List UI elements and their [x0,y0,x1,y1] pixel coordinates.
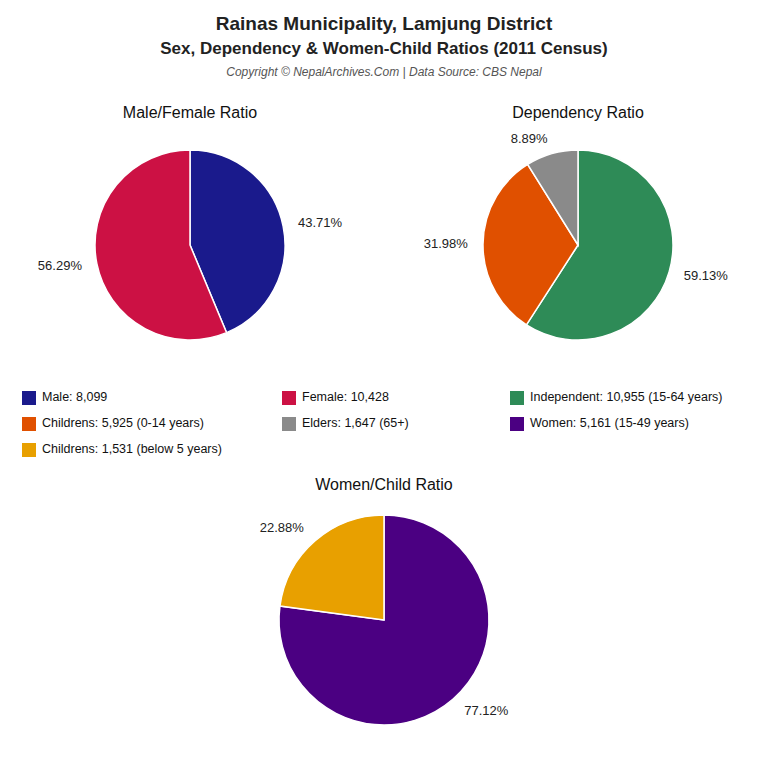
data-label: 43.71% [298,215,343,230]
legend-swatch [510,417,524,431]
pie-chart: Male/Female Ratio 43.71% 56.29% [38,104,343,340]
legend-entry: Childrens: 5,925 (0-14 years) [42,416,204,430]
data-label: 8.89% [511,131,548,146]
data-labels: 77.12% 22.88% [260,520,509,718]
pie-title: Women/Child Ratio [315,476,453,493]
chart: Rainas Municipality, Lamjung District Sex… [0,0,768,768]
slices [95,150,285,340]
subtitle: Sex, Dependency & Women-Child Ratios (20… [160,39,607,58]
legend-swatch [282,391,296,405]
data-label: 59.13% [684,268,729,283]
data-label: 77.12% [464,703,509,718]
pie-slice [279,515,489,725]
background [0,0,768,768]
legend-entry: Independent: 10,955 (15-64 years) [530,390,723,404]
data-labels: 43.71% 56.29% [38,215,343,273]
data-labels: 59.13% 31.98% 8.89% [424,131,729,283]
data-label: 22.88% [260,520,305,535]
legend: Male: 8,099 Female: 10,428 Independent: 10… [22,390,723,457]
slices [279,515,489,725]
data-label: 31.98% [424,236,469,251]
legend-entry: Female: 10,428 [302,390,389,404]
legend-swatch [22,391,36,405]
legend-swatch [22,443,36,457]
pie-slice [528,150,578,245]
legend-entry: Women: 5,161 (15-49 years) [530,416,689,430]
pie-chart: Women/Child Ratio 77.12% 22.88% [260,476,509,725]
legend-swatch [282,417,296,431]
data-label: 56.29% [38,258,83,273]
pie-title: Male/Female Ratio [123,104,257,121]
annotation: Copyright © NepalArchives.Com | Data Sou… [226,65,542,79]
slices [483,150,673,340]
legend-entry: Male: 8,099 [42,390,107,404]
pie-title: Dependency Ratio [512,104,644,121]
pie-chart: Dependency Ratio 59.13% 31.98% 8.89% [424,104,729,340]
legend-entry: Elders: 1,647 (65+) [302,416,409,430]
title: Rainas Municipality, Lamjung District [216,13,553,34]
legend-swatch [22,417,36,431]
legend-swatch [510,391,524,405]
pie-slice [95,150,227,340]
legend-entry: Childrens: 1,531 (below 5 years) [42,442,222,456]
